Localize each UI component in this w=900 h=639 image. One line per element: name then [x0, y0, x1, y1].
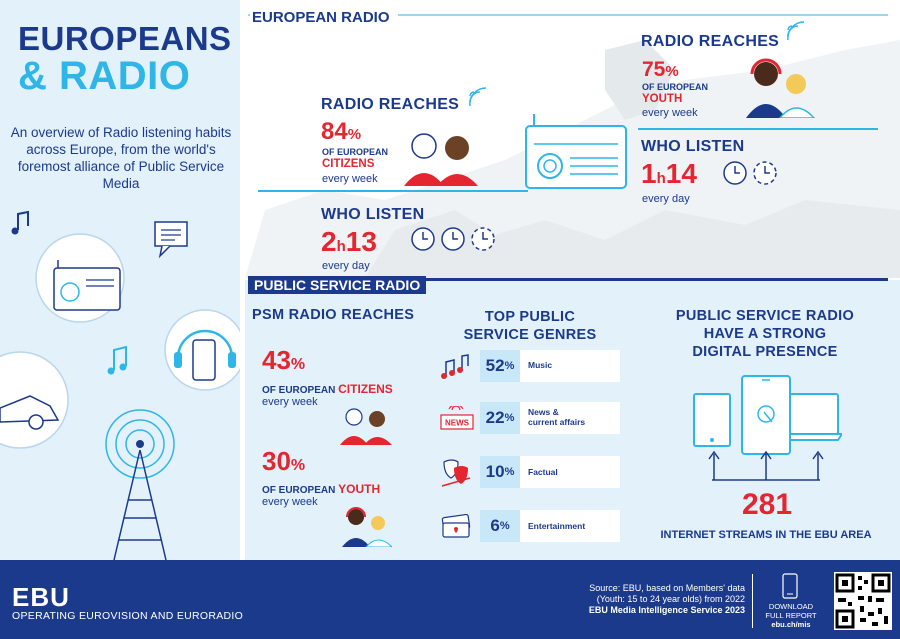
- qr-code-icon: [835, 573, 891, 629]
- broadcast-tower-icon: [105, 409, 175, 560]
- genre-value: 52%: [480, 350, 520, 382]
- radio-icon: [525, 114, 627, 189]
- european-radio-rule: [248, 14, 888, 16]
- divider-line: [258, 190, 528, 192]
- youth-reach-label1: OF EUROPEAN: [642, 82, 709, 92]
- genre-value: 10%: [480, 456, 520, 488]
- psm-youth-label: OF EUROPEAN YOUTH: [262, 482, 381, 496]
- download-report-link[interactable]: DOWNLOAD FULL REPORT ebu.ch/mis: [765, 602, 817, 629]
- youth-listeners-icon: [746, 58, 816, 118]
- european-radio-header: EUROPEAN RADIO: [250, 9, 398, 26]
- phone-icon: [782, 573, 798, 599]
- public-service-radio-header: PUBLIC SERVICE RADIO: [248, 276, 427, 294]
- source-note: Source: EBU, based on Members' data (You…: [588, 583, 745, 615]
- psm-citizens-value: 43%: [262, 345, 306, 375]
- digital-heading: PUBLIC SERVICE RADIO HAVE A STRONG DIGIT…: [675, 308, 855, 360]
- radio-icon: [35, 233, 125, 323]
- genre-row-entertainment: 6% Entertainment: [440, 510, 622, 542]
- youth-reach-label2: YOUTH: [642, 93, 683, 105]
- people-icon: [404, 133, 478, 186]
- page-title-line1: EUROPEANS: [18, 20, 232, 57]
- genre-label: News & current affairs: [528, 407, 586, 427]
- citizens-reach-heading: RADIO REACHES: [321, 96, 460, 113]
- signal-waves-icon: [787, 21, 805, 40]
- footer-divider: [752, 574, 753, 628]
- svg-text:NEWS: NEWS: [445, 419, 470, 428]
- ebu-tagline: OPERATING EUROVISION AND EURORADIO: [12, 610, 244, 622]
- music-note-icon: [11, 210, 29, 235]
- music-notes-icon: [441, 354, 469, 379]
- psm-citizens-caption: every week: [262, 396, 318, 408]
- news-icon: NEWS: [440, 406, 474, 430]
- youth-listen-heading: WHO LISTEN: [641, 138, 745, 155]
- chat-bubble-icon: [154, 221, 188, 259]
- citizens-reach-label2: CITIZENS: [322, 158, 375, 170]
- signal-waves-icon: [469, 87, 487, 106]
- intro-text: An overview of Radio listening habits ac…: [10, 125, 232, 191]
- streams-value: 281: [741, 488, 793, 521]
- divider-line: [638, 128, 878, 130]
- citizens-listen-heading: WHO LISTEN: [321, 206, 425, 223]
- radio-illustration: [0, 210, 240, 560]
- genre-label: Factual: [528, 467, 558, 477]
- youth-reach-value: 75%: [642, 58, 679, 81]
- psm-youth-value: 30%: [262, 446, 306, 476]
- public-service-radio-rule: [248, 278, 888, 281]
- genres-heading: TOP PUBLIC SERVICE GENRES: [463, 309, 597, 343]
- youth-reach-label3: every week: [642, 107, 698, 119]
- music-note-icon: [107, 345, 127, 375]
- psm-heading: PSM RADIO REACHES: [252, 307, 415, 323]
- citizens-reach-label1: OF EUROPEAN: [322, 147, 389, 157]
- citizens-listen-caption: every day: [322, 260, 370, 272]
- clock-icons: [723, 161, 777, 185]
- citizens-reach-label3: every week: [322, 173, 378, 185]
- ebu-logo: EBU: [12, 582, 70, 612]
- youth-listen-caption: every day: [642, 193, 690, 205]
- upload-arrows: [708, 450, 824, 481]
- genre-value: 22%: [480, 402, 520, 434]
- clock-icons: [411, 227, 495, 251]
- genre-row-news: NEWS 22% News & current affairs: [440, 402, 622, 434]
- headphones-phone-icon: [164, 309, 240, 391]
- citizens-listen-value: 2h13: [321, 226, 377, 257]
- car-icon: [0, 351, 69, 449]
- youth-reach-heading: RADIO REACHES: [641, 33, 780, 50]
- footer: [0, 560, 900, 639]
- psm-youth-caption: every week: [262, 496, 318, 508]
- genre-value: 6%: [480, 510, 520, 542]
- people-icon: [340, 408, 392, 445]
- youth-listeners-icon: [342, 507, 392, 547]
- qr-code[interactable]: [834, 572, 892, 630]
- genre-label: Entertainment: [528, 521, 586, 531]
- theatre-masks-icon: [441, 459, 471, 487]
- psm-citizens-label: OF EUROPEAN CITIZENS: [262, 382, 393, 396]
- youth-listen-value: 1h14: [641, 158, 697, 189]
- genre-row-factual: 10% Factual: [440, 456, 622, 488]
- genre-row-music: 52% Music: [440, 350, 622, 382]
- tickets-icon: [441, 514, 471, 538]
- page-title-line2: & RADIO: [18, 54, 191, 98]
- streams-label: INTERNET STREAMS IN THE EBU AREA: [660, 529, 872, 541]
- citizens-reach-value: 84%: [321, 118, 362, 145]
- genre-label: Music: [528, 360, 553, 370]
- devices-icon: [693, 375, 842, 455]
